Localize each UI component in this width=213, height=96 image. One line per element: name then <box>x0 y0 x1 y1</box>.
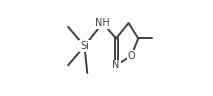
Text: O: O <box>128 51 135 61</box>
Text: N: N <box>112 60 120 70</box>
Text: NH: NH <box>95 18 110 28</box>
Text: Si: Si <box>80 41 89 51</box>
